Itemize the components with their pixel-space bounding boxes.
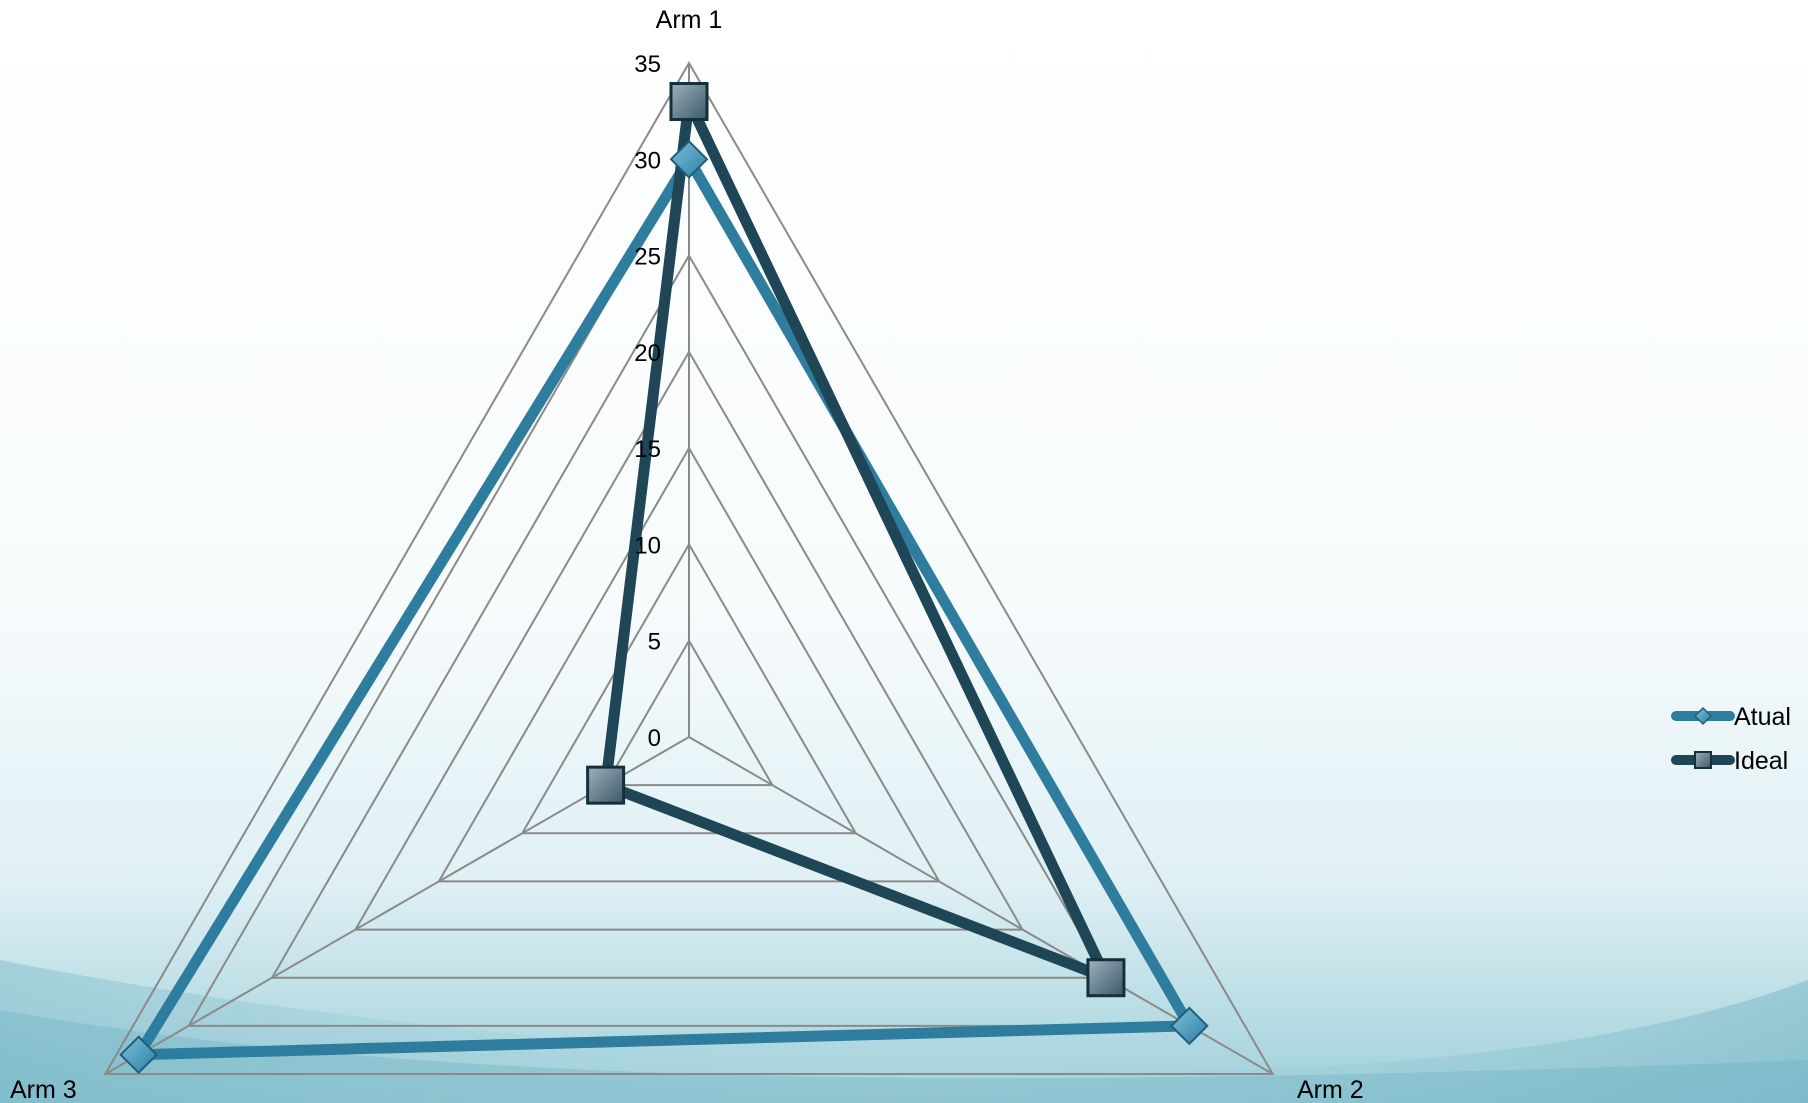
series-line-atual xyxy=(128,148,1199,1061)
axis-label-2: Arm 2 xyxy=(1297,1076,1364,1103)
grid-ring-5 xyxy=(603,638,775,787)
grid-spoke-2 xyxy=(688,736,1274,1075)
legend: Atual Ideal xyxy=(1671,703,1791,775)
legend-label-atual: Atual xyxy=(1734,703,1791,731)
axis-label-3: Arm 3 xyxy=(10,1076,77,1103)
tick-label-0: 0 xyxy=(648,725,661,752)
axis-labels: Arm 1 Arm 2 Arm 3 xyxy=(10,6,1364,1103)
marker-ideal-1 xyxy=(669,82,709,122)
background-swoosh xyxy=(0,960,1808,1103)
marker-atual-2 xyxy=(1169,1006,1209,1046)
marker-ideal-2 xyxy=(1086,958,1126,998)
series-line-ideal xyxy=(599,82,1117,988)
grid-ring-35 xyxy=(103,61,1275,1075)
tick-label-10: 10 xyxy=(634,532,661,559)
tick-label-20: 20 xyxy=(634,340,661,367)
grid-ring-25 xyxy=(270,253,1108,979)
tick-label-30: 30 xyxy=(634,147,661,174)
radial-tick-labels: 0 5 10 15 20 25 30 35 xyxy=(634,51,661,752)
legend-label-ideal: Ideal xyxy=(1734,747,1788,775)
tick-label-5: 5 xyxy=(648,629,661,656)
grid-ring-15 xyxy=(437,446,941,883)
tick-label-15: 15 xyxy=(634,436,661,463)
radar-markers xyxy=(119,82,1209,1075)
axis-label-1: Arm 1 xyxy=(656,6,723,34)
grid-ring-10 xyxy=(520,542,858,835)
marker-ideal-3 xyxy=(586,765,626,805)
tick-label-25: 25 xyxy=(634,244,661,271)
legend-marker-atual xyxy=(1693,706,1713,726)
radar-series xyxy=(128,82,1199,1061)
background-swoosh-2 xyxy=(0,1010,1808,1103)
grid-ring-20 xyxy=(353,349,1025,931)
marker-atual-3 xyxy=(119,1035,159,1075)
marker-atual-1 xyxy=(669,139,709,179)
tick-label-35: 35 xyxy=(634,51,661,78)
legend-marker-ideal xyxy=(1694,751,1712,769)
